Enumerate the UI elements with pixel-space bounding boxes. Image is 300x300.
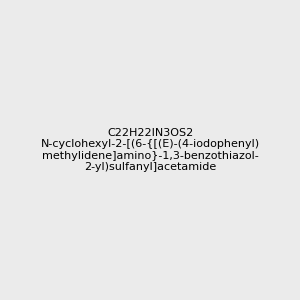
Text: C22H22IN3OS2
N-cyclohexyl-2-[(6-{[(E)-(4-iodophenyl)
methylidene]amino}-1,3-benz: C22H22IN3OS2 N-cyclohexyl-2-[(6-{[(E)-(4… bbox=[40, 128, 260, 172]
